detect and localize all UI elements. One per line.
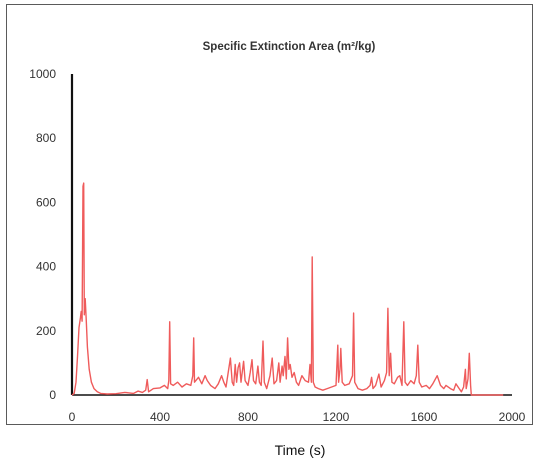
chart-svg: Specific Extinction Area (m²/kg) 0 200 400… — [29, 41, 526, 424]
y-tick-label: 400 — [36, 260, 56, 274]
x-axis-ticks: 0 400 800 1200 1600 2000 — [69, 410, 526, 424]
y-tick-label: 1000 — [29, 67, 56, 81]
y-tick-label: 200 — [36, 324, 56, 338]
y-axis-ticks: 0 200 400 600 800 1000 — [29, 67, 56, 402]
y-tick-label: 600 — [36, 195, 56, 209]
x-tick-label: 800 — [238, 410, 258, 424]
chart-title: Specific Extinction Area (m²/kg) — [203, 41, 376, 53]
x-axis-label: Time (s) — [275, 442, 326, 458]
x-tick-label: 0 — [69, 410, 76, 424]
x-tick-label: 1600 — [411, 410, 438, 424]
chart-frame: Specific Extinction Area (m²/kg) 0 200 400… — [6, 4, 533, 425]
x-tick-label: 2000 — [499, 410, 526, 424]
y-tick-label: 0 — [49, 388, 56, 402]
x-axis-label-area: Time (s) — [275, 442, 326, 458]
y-tick-label: 800 — [36, 131, 56, 145]
x-tick-label: 1200 — [323, 410, 350, 424]
series-line — [71, 182, 504, 396]
x-tick-label: 400 — [150, 410, 170, 424]
